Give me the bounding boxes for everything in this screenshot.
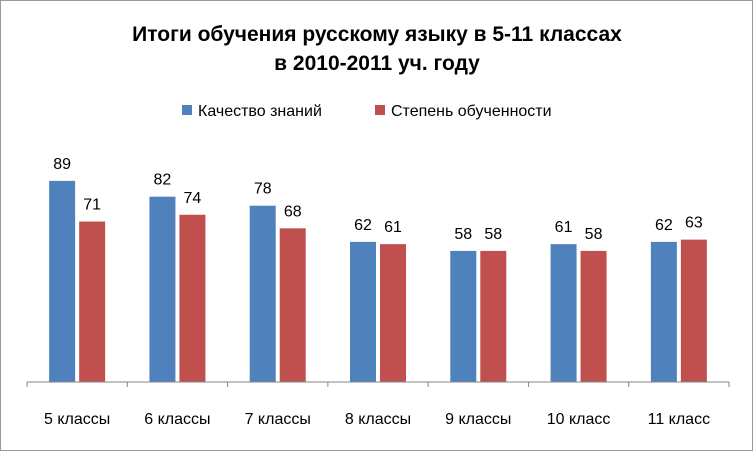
bar-series-1-6 xyxy=(550,244,577,382)
bar-series-1-2 xyxy=(149,196,176,382)
chart-title: Итоги обучения русскому языку в 5-11 кла… xyxy=(132,23,622,46)
x-axis-ticks: 5 классы 6 классы 7 классы 8 классы 9 классы… xyxy=(26,382,730,428)
data-label-series-2-4: 61 xyxy=(384,219,402,236)
legend-swatch-series-1 xyxy=(182,105,192,115)
data-label-series-2-5: 58 xyxy=(484,226,502,243)
data-label-series-1-4: 62 xyxy=(354,217,372,234)
bar-series-2-6 xyxy=(580,250,607,382)
plot-area: 89 71 82 74 78 68 62 61 58 58 61 58 62 63 xyxy=(49,156,707,382)
bar-series-1-1 xyxy=(49,180,76,382)
bar-series-2-2 xyxy=(179,214,206,382)
bar-series-1-7 xyxy=(650,241,677,382)
x-tick-label: 6 классы xyxy=(144,411,210,428)
x-tick-label: 11 класс xyxy=(648,411,710,428)
legend: Качество знаний Степень обученности xyxy=(182,103,552,120)
bar-series-2-7 xyxy=(680,239,707,382)
x-tick-label: 8 классы xyxy=(345,411,411,428)
chart-subtitle: в 2010-2011 уч. году xyxy=(274,52,480,75)
data-label-series-2-3: 68 xyxy=(284,203,302,220)
data-label-series-1-3: 78 xyxy=(254,181,272,198)
data-label-series-2-2: 74 xyxy=(184,190,202,207)
data-label-series-1-6: 61 xyxy=(555,219,573,236)
bar-series-2-4 xyxy=(380,244,406,382)
data-label-series-2-7: 63 xyxy=(685,215,703,232)
legend-swatch-series-2 xyxy=(375,105,385,115)
bar-series-1-5 xyxy=(450,250,477,382)
x-tick-label: 9 классы xyxy=(445,411,511,428)
legend-label-series-2: Степень обученности xyxy=(391,103,552,120)
data-label-series-1-1: 89 xyxy=(53,156,71,173)
x-tick-label: 10 класс xyxy=(547,411,611,428)
bar-series-1-3 xyxy=(249,205,276,382)
data-label-series-1-2: 82 xyxy=(154,172,172,189)
data-label-series-1-5: 58 xyxy=(454,226,472,243)
bar-series-1-4 xyxy=(350,241,376,382)
data-label-series-1-7: 62 xyxy=(655,217,673,234)
x-tick-label: 7 классы xyxy=(245,411,311,428)
bar-series-2-5 xyxy=(480,250,507,382)
legend-label-series-1: Качество знаний xyxy=(198,103,322,120)
bar-series-2-1 xyxy=(79,221,106,382)
bar-series-2-3 xyxy=(279,228,306,382)
x-tick-label: 5 классы xyxy=(44,411,110,428)
data-label-series-2-6: 58 xyxy=(585,226,603,243)
data-label-series-2-1: 71 xyxy=(83,197,101,214)
